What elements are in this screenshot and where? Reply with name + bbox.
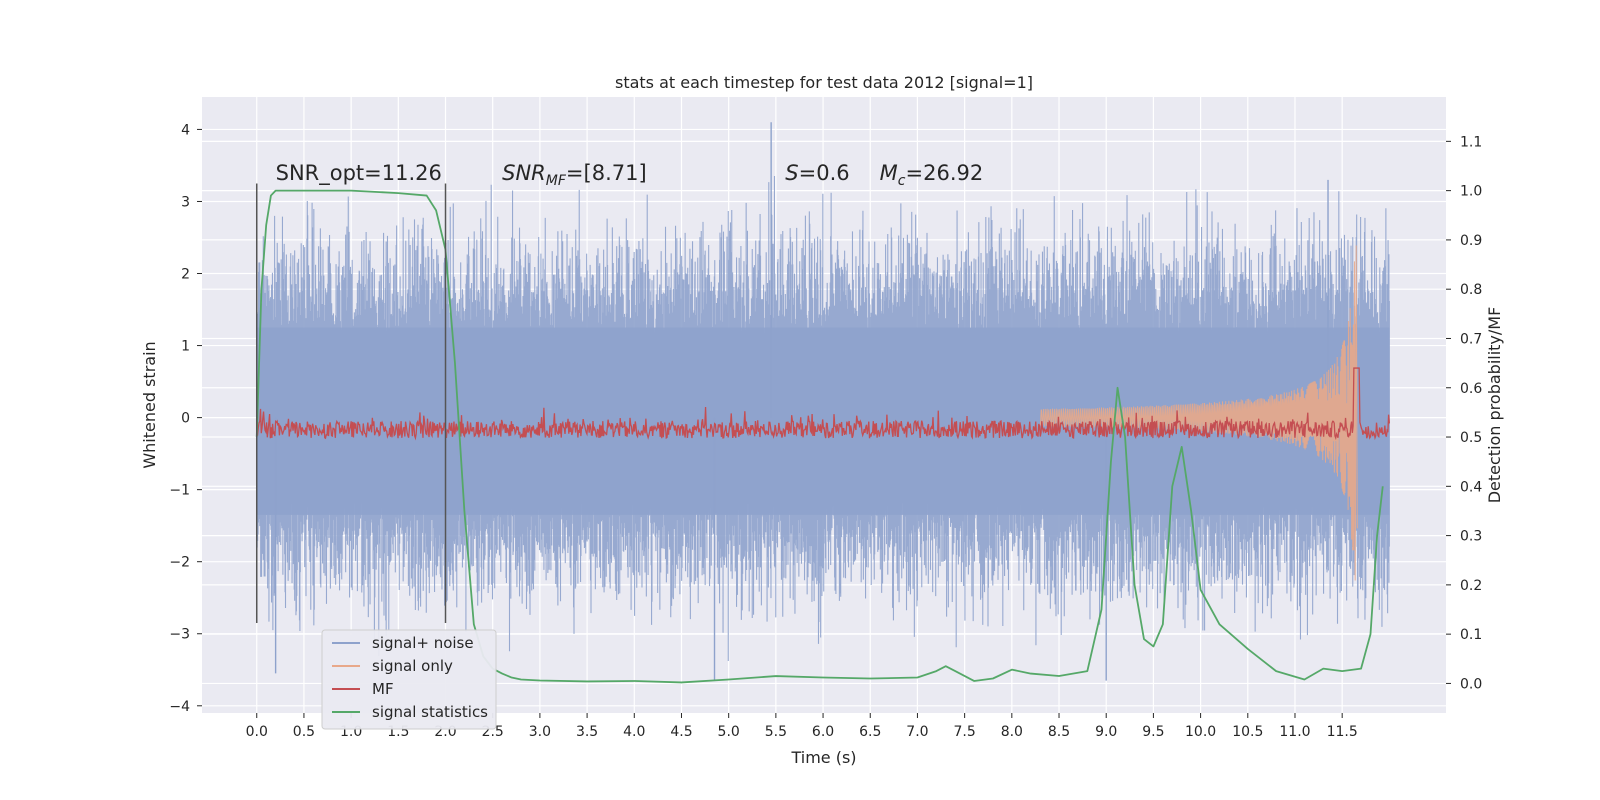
y-tick-label: 3 <box>181 194 190 210</box>
annotation-part: =[8.71] <box>566 161 647 185</box>
y-axis-right: 1.1 1.0 0.9 0.8 0.7 0.6 0.5 0.4 0.3 0.2 0.1 0.0 <box>1446 134 1482 692</box>
x-tick-label: 0.0 <box>246 724 268 740</box>
x-tick-label: 11.5 <box>1327 724 1358 740</box>
y2-tick-label: 0.8 <box>1460 282 1482 298</box>
y-axis-label: Whitened strain <box>140 341 159 468</box>
y2-tick-label: 0.3 <box>1460 529 1482 545</box>
series-signal-statistics <box>255 189 1384 684</box>
x-tick-label: 8.5 <box>1048 724 1070 740</box>
series-signal-only <box>1039 245 1358 581</box>
x-tick-label: 6.5 <box>859 724 881 740</box>
y-tick-label: 1 <box>181 339 190 355</box>
annotation-part: S <box>785 161 798 185</box>
annotation-part: MF <box>546 173 567 189</box>
legend-label: signal only <box>372 657 453 675</box>
y2-tick-label: 0.6 <box>1460 381 1482 397</box>
x-axis-label: Time (s) <box>790 748 856 767</box>
x-tick-label: 7.0 <box>906 724 928 740</box>
x-tick-label: 5.5 <box>765 724 787 740</box>
y-axis-left: 4 3 2 1 0 −1 −2 −3 −4 <box>169 122 202 715</box>
annotation: Mc=26.92 <box>880 161 984 189</box>
x-tick-label: 5.0 <box>718 724 740 740</box>
y2-tick-label: 0.4 <box>1460 479 1482 495</box>
y2-tick-label: 1.0 <box>1460 184 1482 200</box>
annotation: SNRMF=[8.71] <box>502 161 647 189</box>
y2-tick-label: 0.9 <box>1460 233 1482 249</box>
legend-box <box>321 629 497 730</box>
legend-label: signal statistics <box>372 703 488 721</box>
annotations: SNR_opt=11.26 SNRMF=[8.71] S=0.6 Mc=26.92 <box>276 161 984 189</box>
legend: signal+ noise signal only MF signal statist… <box>321 629 497 730</box>
x-tick-label: 6.0 <box>812 724 834 740</box>
x-tick-label: 4.0 <box>623 724 645 740</box>
y-tick-label: 2 <box>181 267 190 283</box>
y-tick-label: 0 <box>181 411 190 427</box>
x-tick-label: 10.5 <box>1232 724 1263 740</box>
series-layer <box>255 122 1391 684</box>
x-tick-label: 8.0 <box>1001 724 1023 740</box>
x-tick-label: 10.0 <box>1185 724 1216 740</box>
y2-tick-label: 0.5 <box>1460 430 1482 446</box>
y2-tick-label: 0.0 <box>1460 676 1482 692</box>
annotation-part: c <box>898 173 906 189</box>
chart-title: stats at each timestep for test data 201… <box>615 73 1033 92</box>
x-tick-label: 9.5 <box>1142 724 1164 740</box>
y-tick-label: −4 <box>169 699 190 715</box>
y-tick-label: −3 <box>169 627 190 643</box>
y2-tick-label: 0.1 <box>1460 627 1482 643</box>
annotation: SNR_opt=11.26 <box>276 161 442 186</box>
y-tick-label: −2 <box>169 555 190 571</box>
x-tick-label: 9.0 <box>1095 724 1117 740</box>
annotation-part: M <box>880 161 898 185</box>
legend-label: MF <box>372 680 394 698</box>
annotation-part: =0.6 <box>799 161 850 185</box>
y2-tick-label: 0.7 <box>1460 331 1482 347</box>
y-tick-label: −1 <box>169 483 190 499</box>
x-tick-label: 3.0 <box>529 724 551 740</box>
x-tick-label: 0.5 <box>293 724 315 740</box>
legend-label: signal+ noise <box>372 634 474 652</box>
y2-tick-label: 0.2 <box>1460 578 1482 594</box>
y-tick-label: 4 <box>181 122 190 138</box>
annotation: S=0.6 <box>785 161 849 185</box>
x-axis: 0.0 0.5 1.0 1.5 2.0 2.5 3.0 3.5 4.0 4.5 5.0 5.5 6.0 6… <box>246 713 1358 740</box>
x-tick-label: 3.5 <box>576 724 598 740</box>
x-tick-label: 4.5 <box>670 724 692 740</box>
annotation-part: =26.92 <box>906 161 984 185</box>
x-tick-label: 7.5 <box>954 724 976 740</box>
annotation-part: SNR <box>502 161 546 185</box>
x-tick-label: 11.0 <box>1279 724 1310 740</box>
y2-tick-label: 1.1 <box>1460 134 1482 150</box>
y2-axis-label: Detection probability/MF <box>1485 307 1504 504</box>
